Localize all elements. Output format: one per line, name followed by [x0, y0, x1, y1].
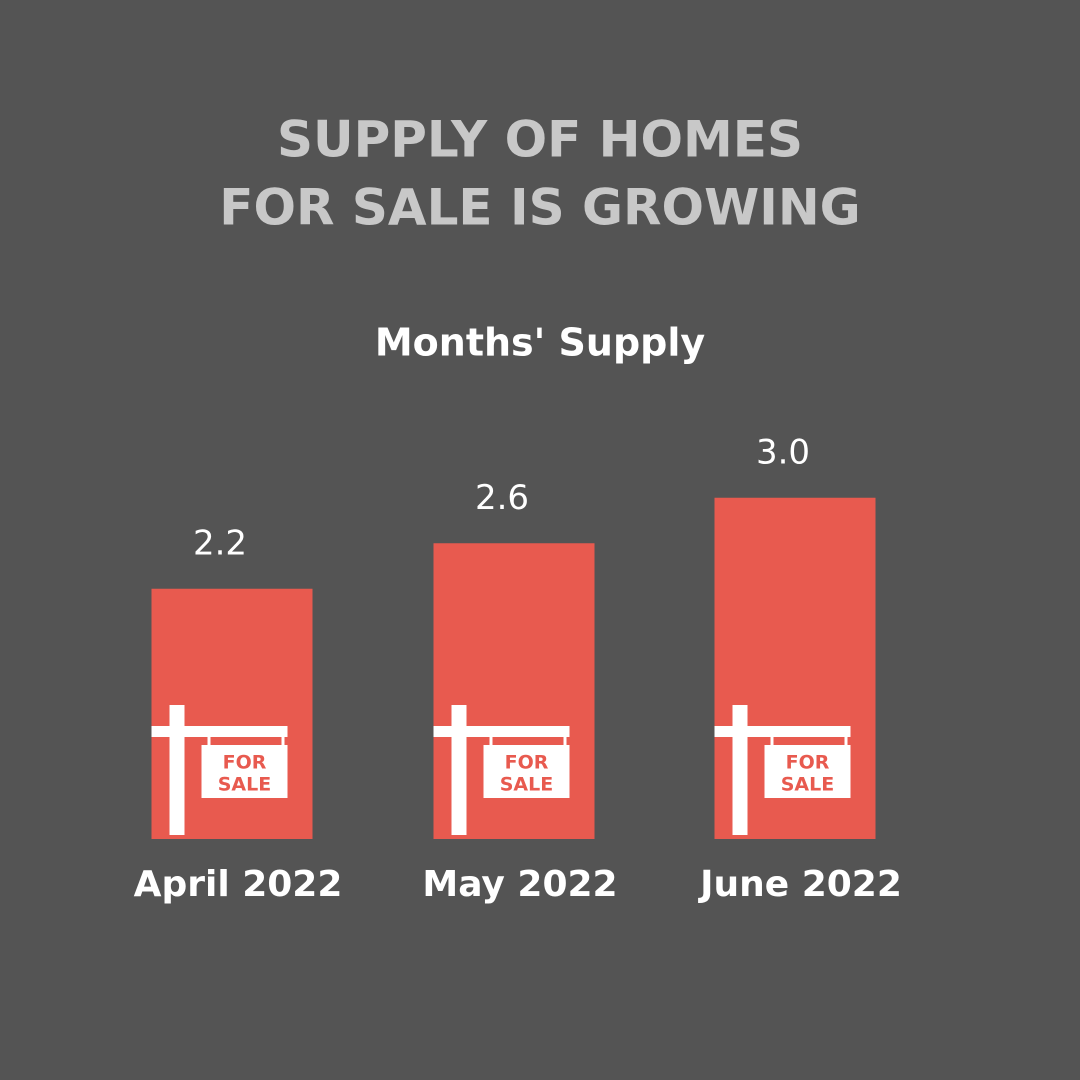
sign-board — [201, 745, 288, 798]
x-tick-label: June 2022 — [697, 864, 902, 905]
sign-text: SALE — [781, 774, 834, 796]
sign-hanger — [207, 737, 211, 746]
sign-post — [169, 705, 185, 835]
x-tick-label: May 2022 — [422, 864, 617, 905]
sign-hanger — [489, 737, 493, 746]
sign-board — [764, 745, 851, 798]
sign-text: FOR — [223, 752, 267, 774]
sign-hanger — [770, 737, 774, 746]
sign-hanger — [281, 737, 285, 746]
sign-post — [732, 705, 748, 835]
value-label: 2.2 — [193, 523, 247, 563]
chart-title: FOR SALE IS GROWING — [219, 179, 860, 237]
sign-arm — [151, 726, 288, 737]
sign-text: FOR — [505, 752, 549, 774]
sign-text: FOR — [786, 752, 830, 774]
x-tick-label: April 2022 — [134, 864, 343, 905]
sign-text: SALE — [218, 774, 271, 796]
sign-post — [451, 705, 467, 835]
value-label: 3.0 — [756, 432, 810, 472]
sign-arm — [433, 726, 570, 737]
sign-hanger — [563, 737, 567, 746]
value-label: 2.6 — [475, 478, 529, 518]
sign-text: SALE — [500, 774, 553, 796]
sign-board — [483, 745, 570, 798]
chart-subtitle: Months' Supply — [375, 321, 706, 365]
chart-title: SUPPLY OF HOMES — [277, 111, 803, 169]
sign-hanger — [844, 737, 848, 746]
sign-arm — [714, 726, 851, 737]
